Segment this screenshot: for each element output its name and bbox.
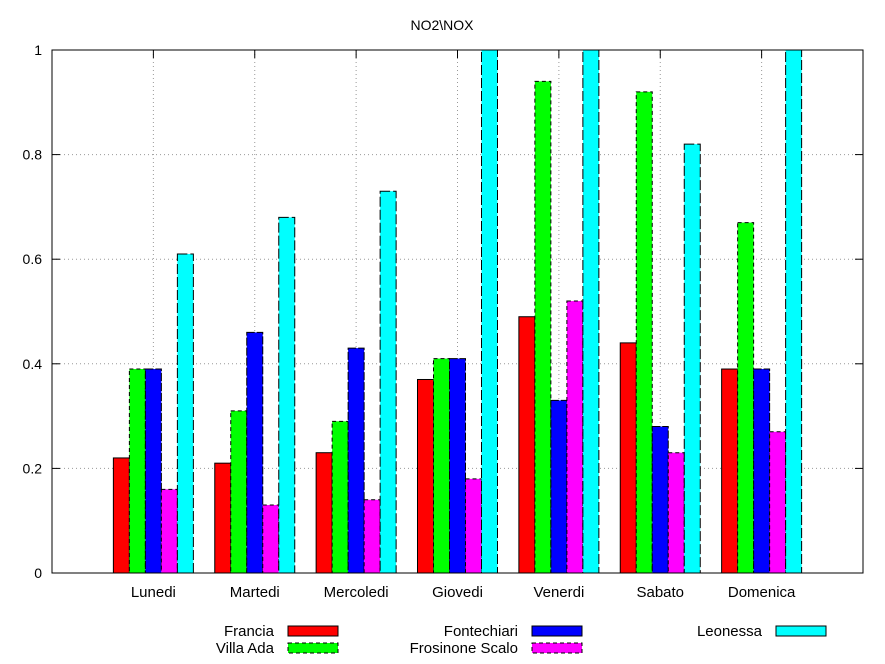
bar xyxy=(582,49,600,574)
bar xyxy=(417,378,434,574)
x-tick-label: Mercoledi xyxy=(324,584,389,601)
bar xyxy=(769,431,787,574)
bar xyxy=(246,331,264,574)
x-tick-label: Domenica xyxy=(728,584,796,601)
bar xyxy=(379,190,397,574)
bar xyxy=(667,452,685,574)
bar xyxy=(262,504,280,574)
legend-swatch xyxy=(287,642,339,654)
bar xyxy=(481,49,498,574)
bar xyxy=(721,368,739,574)
bar xyxy=(230,410,248,574)
bar xyxy=(566,300,584,574)
plot-frame xyxy=(51,49,864,574)
bar xyxy=(331,420,349,574)
legend-label: Fontechiari xyxy=(444,623,518,640)
bar xyxy=(176,253,194,574)
legend-label: Frosinone Scalo xyxy=(410,640,518,657)
bar xyxy=(534,80,552,574)
bar xyxy=(144,368,162,574)
y-tick-label: 1 xyxy=(34,42,42,58)
bar xyxy=(347,347,365,574)
y-tick-label: 0.8 xyxy=(23,147,43,163)
bar xyxy=(315,452,333,574)
legend-swatch xyxy=(531,642,583,654)
bar xyxy=(128,368,146,574)
legend-swatch xyxy=(287,625,339,637)
x-tick-label: Martedi xyxy=(230,584,280,601)
bar xyxy=(651,426,669,574)
y-tick-label: 0.6 xyxy=(23,251,43,267)
chart-title: NO2\NOX xyxy=(410,17,474,33)
bar xyxy=(449,358,466,574)
bar xyxy=(550,399,568,574)
x-tick-label: Lunedi xyxy=(131,584,176,601)
bar xyxy=(518,316,536,574)
bar xyxy=(465,478,482,574)
bar xyxy=(278,216,296,574)
bar xyxy=(683,143,701,574)
legend-swatch xyxy=(775,625,827,637)
y-tick-label: 0 xyxy=(34,565,42,581)
legend-label: Francia xyxy=(224,623,275,640)
legend-label: Villa Ada xyxy=(216,640,275,657)
y-tick-label: 0.4 xyxy=(23,356,43,372)
bar xyxy=(214,462,232,574)
bar xyxy=(433,358,450,574)
legend-swatch xyxy=(531,625,583,637)
y-tick-label: 0.2 xyxy=(23,460,43,476)
bar xyxy=(737,222,755,574)
bar xyxy=(112,457,130,574)
bar xyxy=(363,499,381,574)
bar xyxy=(753,368,771,574)
x-tick-label: Giovedi xyxy=(432,584,483,601)
x-tick-label: Venerdi xyxy=(533,584,584,601)
legend-label: Leonessa xyxy=(697,623,763,640)
bar xyxy=(160,488,178,574)
bar xyxy=(619,342,637,574)
bar xyxy=(785,49,803,574)
bar xyxy=(635,91,653,574)
x-tick-label: Sabato xyxy=(636,584,684,601)
